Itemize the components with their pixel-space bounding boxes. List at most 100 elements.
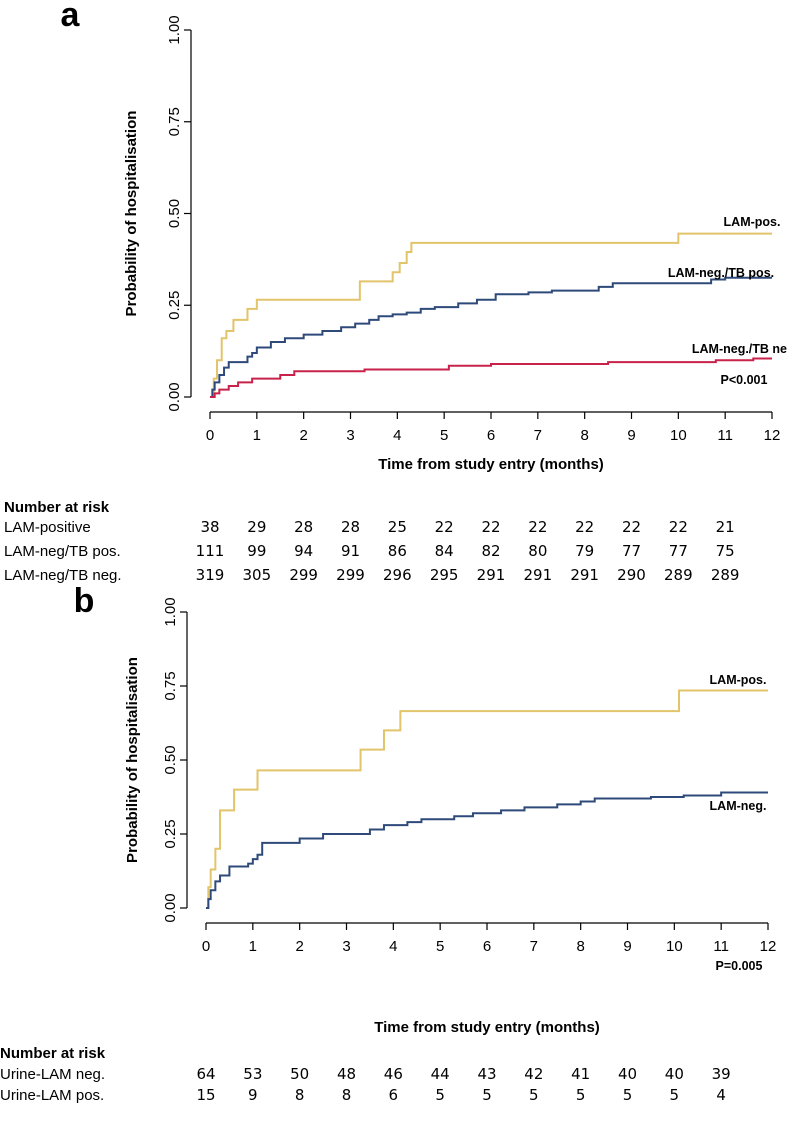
- risk-count: 25: [388, 518, 407, 536]
- x-tick-label: 2: [295, 938, 303, 955]
- risk-count: 29: [247, 518, 266, 536]
- risk-count: 80: [528, 542, 547, 560]
- risk-count: 5: [482, 1086, 492, 1104]
- x-tick-label: 1: [253, 427, 261, 444]
- risk-count: 99: [247, 542, 266, 560]
- risk-count: 94: [294, 542, 313, 560]
- x-tick-label: 5: [436, 938, 444, 955]
- x-tick-label: 11: [713, 938, 729, 955]
- risk-count: 42: [524, 1065, 543, 1083]
- x-tick-label: 1: [249, 938, 257, 955]
- risk-count: 41: [571, 1065, 590, 1083]
- km-curve-lam-neg-tb-pos: [210, 276, 772, 398]
- series-label: LAM-pos.: [724, 215, 781, 229]
- y-tick-label: 1.00: [166, 15, 183, 44]
- x-tick-label: 5: [440, 427, 448, 444]
- risk-count: 40: [618, 1065, 637, 1083]
- risk-table: Number at risk LAM-positive 38 29 28 28 25 22 22…: [4, 499, 739, 584]
- risk-count: 8: [342, 1086, 352, 1104]
- risk-count: 5: [623, 1086, 633, 1104]
- x-tick-label: 0: [206, 427, 214, 444]
- x-tick-label: 6: [487, 427, 495, 444]
- risk-count: 289: [711, 566, 740, 584]
- y-tick-label: 0.75: [162, 671, 179, 700]
- x-tick-label: 3: [346, 427, 354, 444]
- risk-count: 291: [477, 566, 506, 584]
- km-curve-lam-neg: [206, 791, 768, 909]
- risk-count: 28: [341, 518, 360, 536]
- risk-count: 39: [712, 1065, 731, 1083]
- x-tick-label: 11: [717, 427, 733, 444]
- x-tick-label: 3: [342, 938, 350, 955]
- risk-count: 5: [576, 1086, 586, 1104]
- x-tick-label: 8: [576, 938, 584, 955]
- risk-row-label: Urine-LAM neg.: [0, 1066, 105, 1083]
- p-value: P=0.005: [716, 959, 763, 973]
- panel-b: b0.000.250.500.751.000 1 2 3 4 5 6 7 8 9 10 11 12Pro…: [0, 582, 776, 1104]
- x-axis-title: Time from study entry (months): [374, 1019, 600, 1036]
- y-tick-label: 0.50: [162, 745, 179, 774]
- x-tick-label: 10: [670, 427, 687, 444]
- risk-count: 22: [575, 518, 594, 536]
- risk-count: 48: [337, 1065, 356, 1083]
- risk-count: 40: [665, 1065, 684, 1083]
- risk-count: 84: [435, 542, 454, 560]
- panel-a: a0.000.250.500.751.000 1 2 3 4 5 6 7 8 9 10 11 12Pro…: [4, 0, 787, 584]
- series-label: LAM-pos.: [710, 673, 767, 687]
- x-tick-label: 7: [534, 427, 542, 444]
- y-tick-label: 0.75: [166, 107, 183, 136]
- series-label: LAM-neg./TB pos.: [668, 266, 774, 280]
- risk-count: 82: [481, 542, 500, 560]
- x-tick-label: 0: [202, 938, 210, 955]
- y-axis-title: Probability of hospitalisation: [123, 111, 140, 317]
- risk-count: 299: [336, 566, 365, 584]
- p-value: P<0.001: [721, 373, 768, 387]
- km-curve-lam-pos: [206, 689, 768, 909]
- x-tick-label: 4: [389, 938, 397, 955]
- risk-count: 8: [295, 1086, 305, 1104]
- x-tick-label: 9: [623, 938, 631, 955]
- risk-count: 9: [248, 1086, 258, 1104]
- panel-letter: a: [61, 0, 81, 34]
- risk-count: 6: [389, 1086, 399, 1104]
- y-axis-title: Probability of hospitalisation: [124, 657, 141, 863]
- risk-table-heading: Number at risk: [0, 1045, 106, 1062]
- risk-count: 46: [384, 1065, 403, 1083]
- y-tick-label: 0.00: [166, 382, 183, 411]
- risk-count: 4: [716, 1086, 726, 1104]
- risk-count: 86: [388, 542, 407, 560]
- risk-count: 299: [289, 566, 318, 584]
- risk-count: 5: [435, 1086, 445, 1104]
- x-tick-label: 6: [483, 938, 491, 955]
- risk-count: 5: [529, 1086, 539, 1104]
- x-tick-label: 10: [666, 938, 683, 955]
- risk-count: 64: [196, 1065, 215, 1083]
- risk-row-label: LAM-neg/TB neg.: [4, 567, 122, 584]
- x-tick-label: 2: [299, 427, 307, 444]
- risk-count: 291: [570, 566, 599, 584]
- x-tick-label: 12: [760, 938, 777, 955]
- x-tick-label: 7: [530, 938, 538, 955]
- x-axis-title: Time from study entry (months): [378, 456, 604, 473]
- risk-count: 22: [528, 518, 547, 536]
- km-curve-lam-neg-tb-neg: [210, 357, 772, 398]
- risk-count: 289: [664, 566, 693, 584]
- risk-count: 43: [477, 1065, 496, 1083]
- risk-count: 53: [243, 1065, 262, 1083]
- risk-count: 22: [669, 518, 688, 536]
- y-tick-label: 0.00: [162, 893, 179, 922]
- x-tick-label: 8: [580, 427, 588, 444]
- risk-count: 319: [196, 566, 225, 584]
- x-tick-label: 9: [627, 427, 635, 444]
- risk-count: 50: [290, 1065, 309, 1083]
- risk-count: 75: [716, 542, 735, 560]
- risk-count: 295: [430, 566, 459, 584]
- risk-table-heading: Number at risk: [4, 499, 110, 516]
- risk-count: 111: [196, 542, 225, 560]
- y-tick-label: 0.50: [166, 199, 183, 228]
- risk-count: 296: [383, 566, 412, 584]
- y-tick-label: 0.25: [162, 819, 179, 848]
- risk-count: 38: [200, 518, 219, 536]
